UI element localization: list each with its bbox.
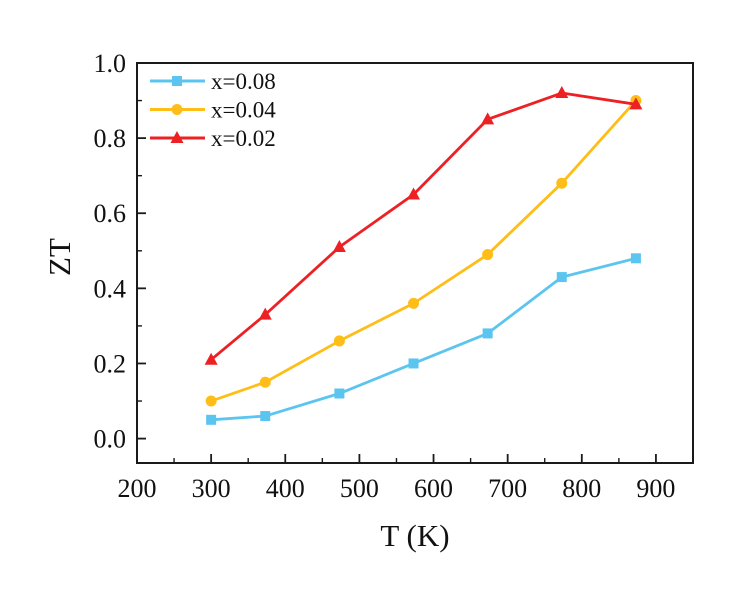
y-tick-label: 0.8 <box>94 124 127 153</box>
x-tick-label: 800 <box>562 474 601 503</box>
marker-square <box>206 414 217 425</box>
marker-triangle <box>555 86 569 99</box>
plot-frame <box>136 62 694 464</box>
marker-circle <box>259 376 271 388</box>
y-axis-title: ZT <box>42 238 77 276</box>
x-tick-label: 300 <box>192 474 231 503</box>
marker-square <box>556 272 567 283</box>
x-tick-label: 200 <box>118 474 157 503</box>
legend-label: x=0.08 <box>211 69 276 94</box>
legend-marker-square <box>172 76 182 86</box>
y-tick-label: 0.6 <box>94 199 127 228</box>
x-axis-title: T (K) <box>380 518 450 553</box>
x-tick-label: 700 <box>488 474 527 503</box>
y-tick-label: 1.0 <box>94 49 127 78</box>
marker-square <box>334 388 345 399</box>
y-tick-label: 0.4 <box>94 274 127 303</box>
marker-square <box>260 411 271 422</box>
x-tick-label: 500 <box>340 474 379 503</box>
x-tick-label: 900 <box>636 474 675 503</box>
marker-triangle <box>332 240 346 253</box>
marker-square <box>408 358 419 369</box>
marker-square <box>630 253 641 264</box>
marker-triangle <box>481 112 495 125</box>
y-tick-label: 0.0 <box>94 425 127 454</box>
marker-square <box>482 328 493 339</box>
marker-circle <box>556 177 568 189</box>
marker-triangle <box>407 187 421 200</box>
marker-triangle <box>204 352 218 365</box>
legend-marker-circle <box>171 104 183 115</box>
marker-circle <box>205 395 217 407</box>
legend-label: x=0.04 <box>211 98 276 123</box>
marker-triangle <box>258 307 272 320</box>
x-tick-label: 400 <box>266 474 305 503</box>
series-line-x008 <box>211 256 637 422</box>
marker-circle <box>482 249 494 261</box>
marker-triangle <box>629 97 643 110</box>
legend-label: x=0.02 <box>211 126 276 151</box>
marker-circle <box>333 335 345 347</box>
x-tick-label: 600 <box>414 474 453 503</box>
y-tick-label: 0.2 <box>94 349 127 378</box>
marker-circle <box>408 297 420 309</box>
legend-marker-triangle <box>170 131 184 143</box>
